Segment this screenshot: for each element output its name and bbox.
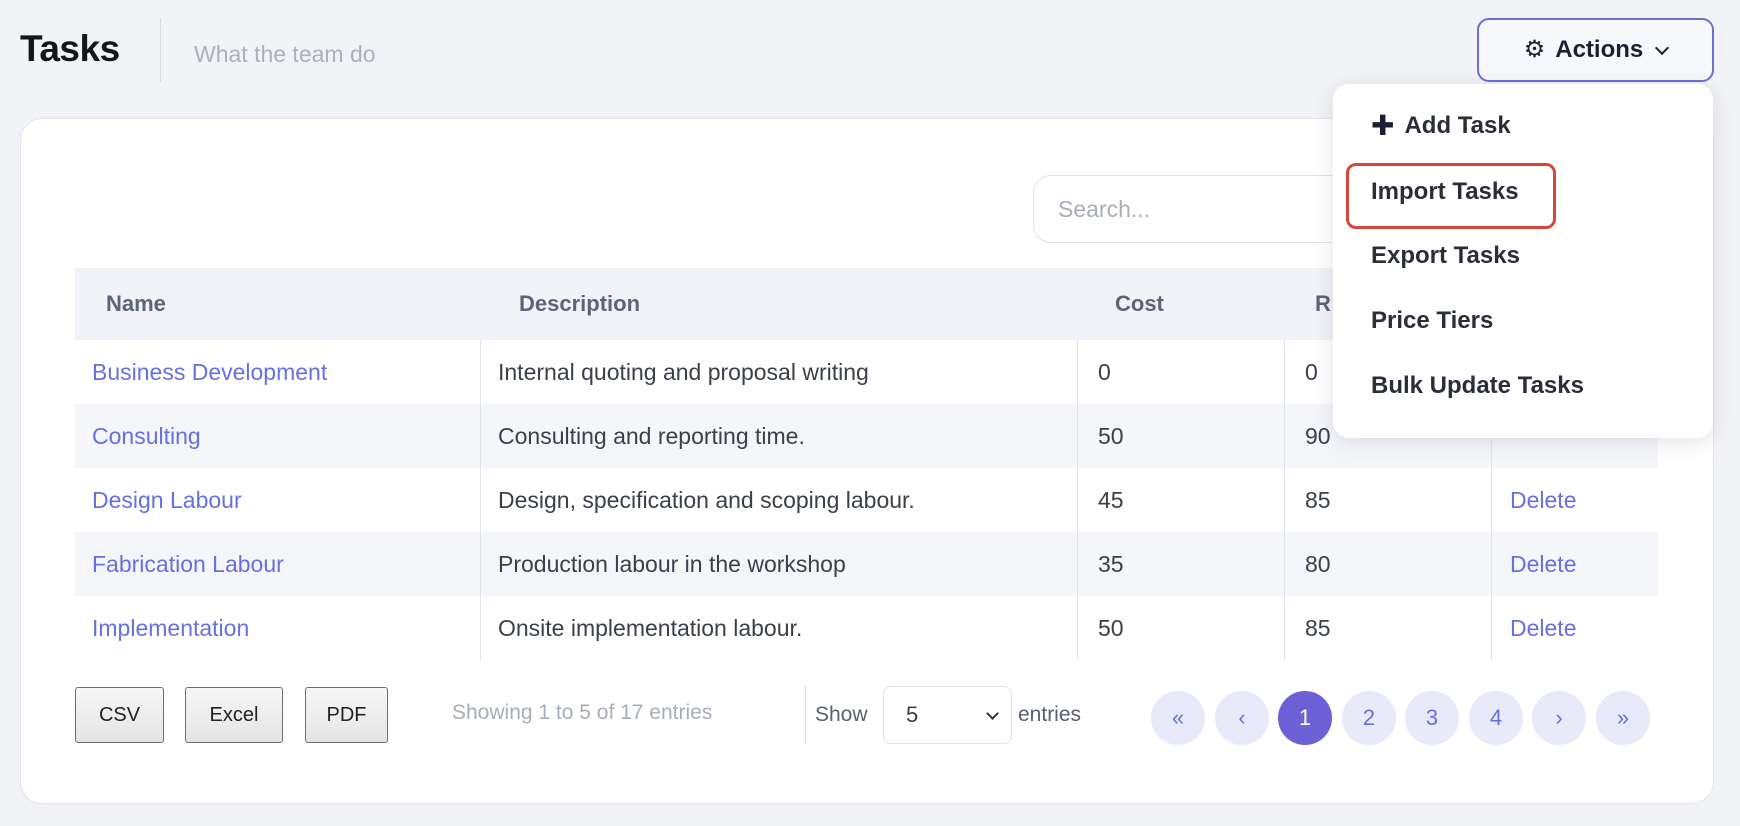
menu-item-add-task[interactable]: ✚ Add Task [1371, 112, 1511, 140]
menu-item-bulk-update-tasks[interactable]: Bulk Update Tasks [1371, 372, 1584, 399]
column-header-rate[interactable]: R [1315, 291, 1331, 316]
show-label: Show [815, 703, 868, 726]
task-cost: 50 [1078, 596, 1285, 660]
task-cost: 35 [1078, 532, 1285, 596]
task-description: Consulting and reporting time. [481, 404, 1078, 468]
menu-item-label: Add Task [1404, 112, 1511, 139]
page-button-4[interactable]: 4 [1469, 691, 1523, 745]
column-header-name[interactable]: Name [106, 291, 166, 316]
task-name-link[interactable]: Consulting [92, 422, 201, 449]
title-divider [160, 18, 161, 82]
task-name-link[interactable]: Design Labour [92, 486, 242, 513]
excel-export-button[interactable]: Excel [185, 687, 283, 743]
delete-link[interactable]: Delete [1510, 550, 1577, 577]
table-row: Design Labour Design, specification and … [75, 468, 1658, 532]
column-header-cost[interactable]: Cost [1115, 291, 1164, 316]
page-title: Tasks [20, 28, 120, 69]
task-description: Onsite implementation labour. [481, 596, 1078, 660]
menu-item-import-tasks[interactable]: Import Tasks [1371, 178, 1519, 205]
table-row: Fabrication Labour Production labour in … [75, 532, 1658, 596]
menu-item-price-tiers[interactable]: Price Tiers [1371, 307, 1494, 334]
first-page-button[interactable]: « [1151, 691, 1205, 745]
task-rate: 85 [1285, 468, 1492, 532]
task-cost: 45 [1078, 468, 1285, 532]
menu-item-export-tasks[interactable]: Export Tasks [1371, 242, 1520, 269]
entries-label: entries [1018, 703, 1082, 726]
page-size-select[interactable]: 5 [883, 686, 1012, 744]
task-rate: 80 [1285, 532, 1492, 596]
table-row: Implementation Onsite implementation lab… [75, 596, 1658, 660]
next-page-button[interactable]: › [1532, 691, 1586, 745]
delete-link[interactable]: Delete [1510, 486, 1577, 513]
page-button-3[interactable]: 3 [1405, 691, 1459, 745]
delete-link[interactable]: Delete [1510, 614, 1577, 641]
page-size-value: 5 [906, 702, 919, 727]
task-cost: 0 [1078, 340, 1285, 404]
pdf-export-button[interactable]: PDF [305, 687, 388, 743]
entries-info: Showing 1 to 5 of 17 entries [452, 701, 713, 724]
page-button-2[interactable]: 2 [1342, 691, 1396, 745]
task-description: Production labour in the workshop [481, 532, 1078, 596]
csv-export-button[interactable]: CSV [75, 687, 164, 743]
task-rate: 85 [1285, 596, 1492, 660]
task-name-link[interactable]: Business Development [92, 358, 328, 385]
actions-button[interactable]: ⚙ Actions [1477, 18, 1714, 82]
gear-icon: ⚙ [1523, 36, 1546, 63]
column-header-description[interactable]: Description [519, 291, 641, 316]
prev-page-button[interactable]: ‹ [1215, 691, 1269, 745]
chevron-down-icon [986, 707, 999, 720]
page-button-1[interactable]: 1 [1278, 691, 1332, 745]
task-name-link[interactable]: Fabrication Labour [92, 550, 284, 577]
task-name-link[interactable]: Implementation [92, 614, 250, 641]
actions-dropdown-menu: ✚ Add Task Import Tasks Export Tasks Pri… [1333, 84, 1713, 438]
actions-button-label: Actions [1555, 36, 1644, 63]
plus-icon: ✚ [1371, 110, 1395, 141]
task-cost: 50 [1078, 404, 1285, 468]
page-subtitle: What the team do [194, 41, 376, 67]
footer-divider [805, 686, 806, 744]
chevron-down-icon [1655, 40, 1670, 56]
task-description: Design, specification and scoping labour… [481, 468, 1078, 532]
task-description: Internal quoting and proposal writing [481, 340, 1078, 404]
last-page-button[interactable]: » [1596, 691, 1650, 745]
